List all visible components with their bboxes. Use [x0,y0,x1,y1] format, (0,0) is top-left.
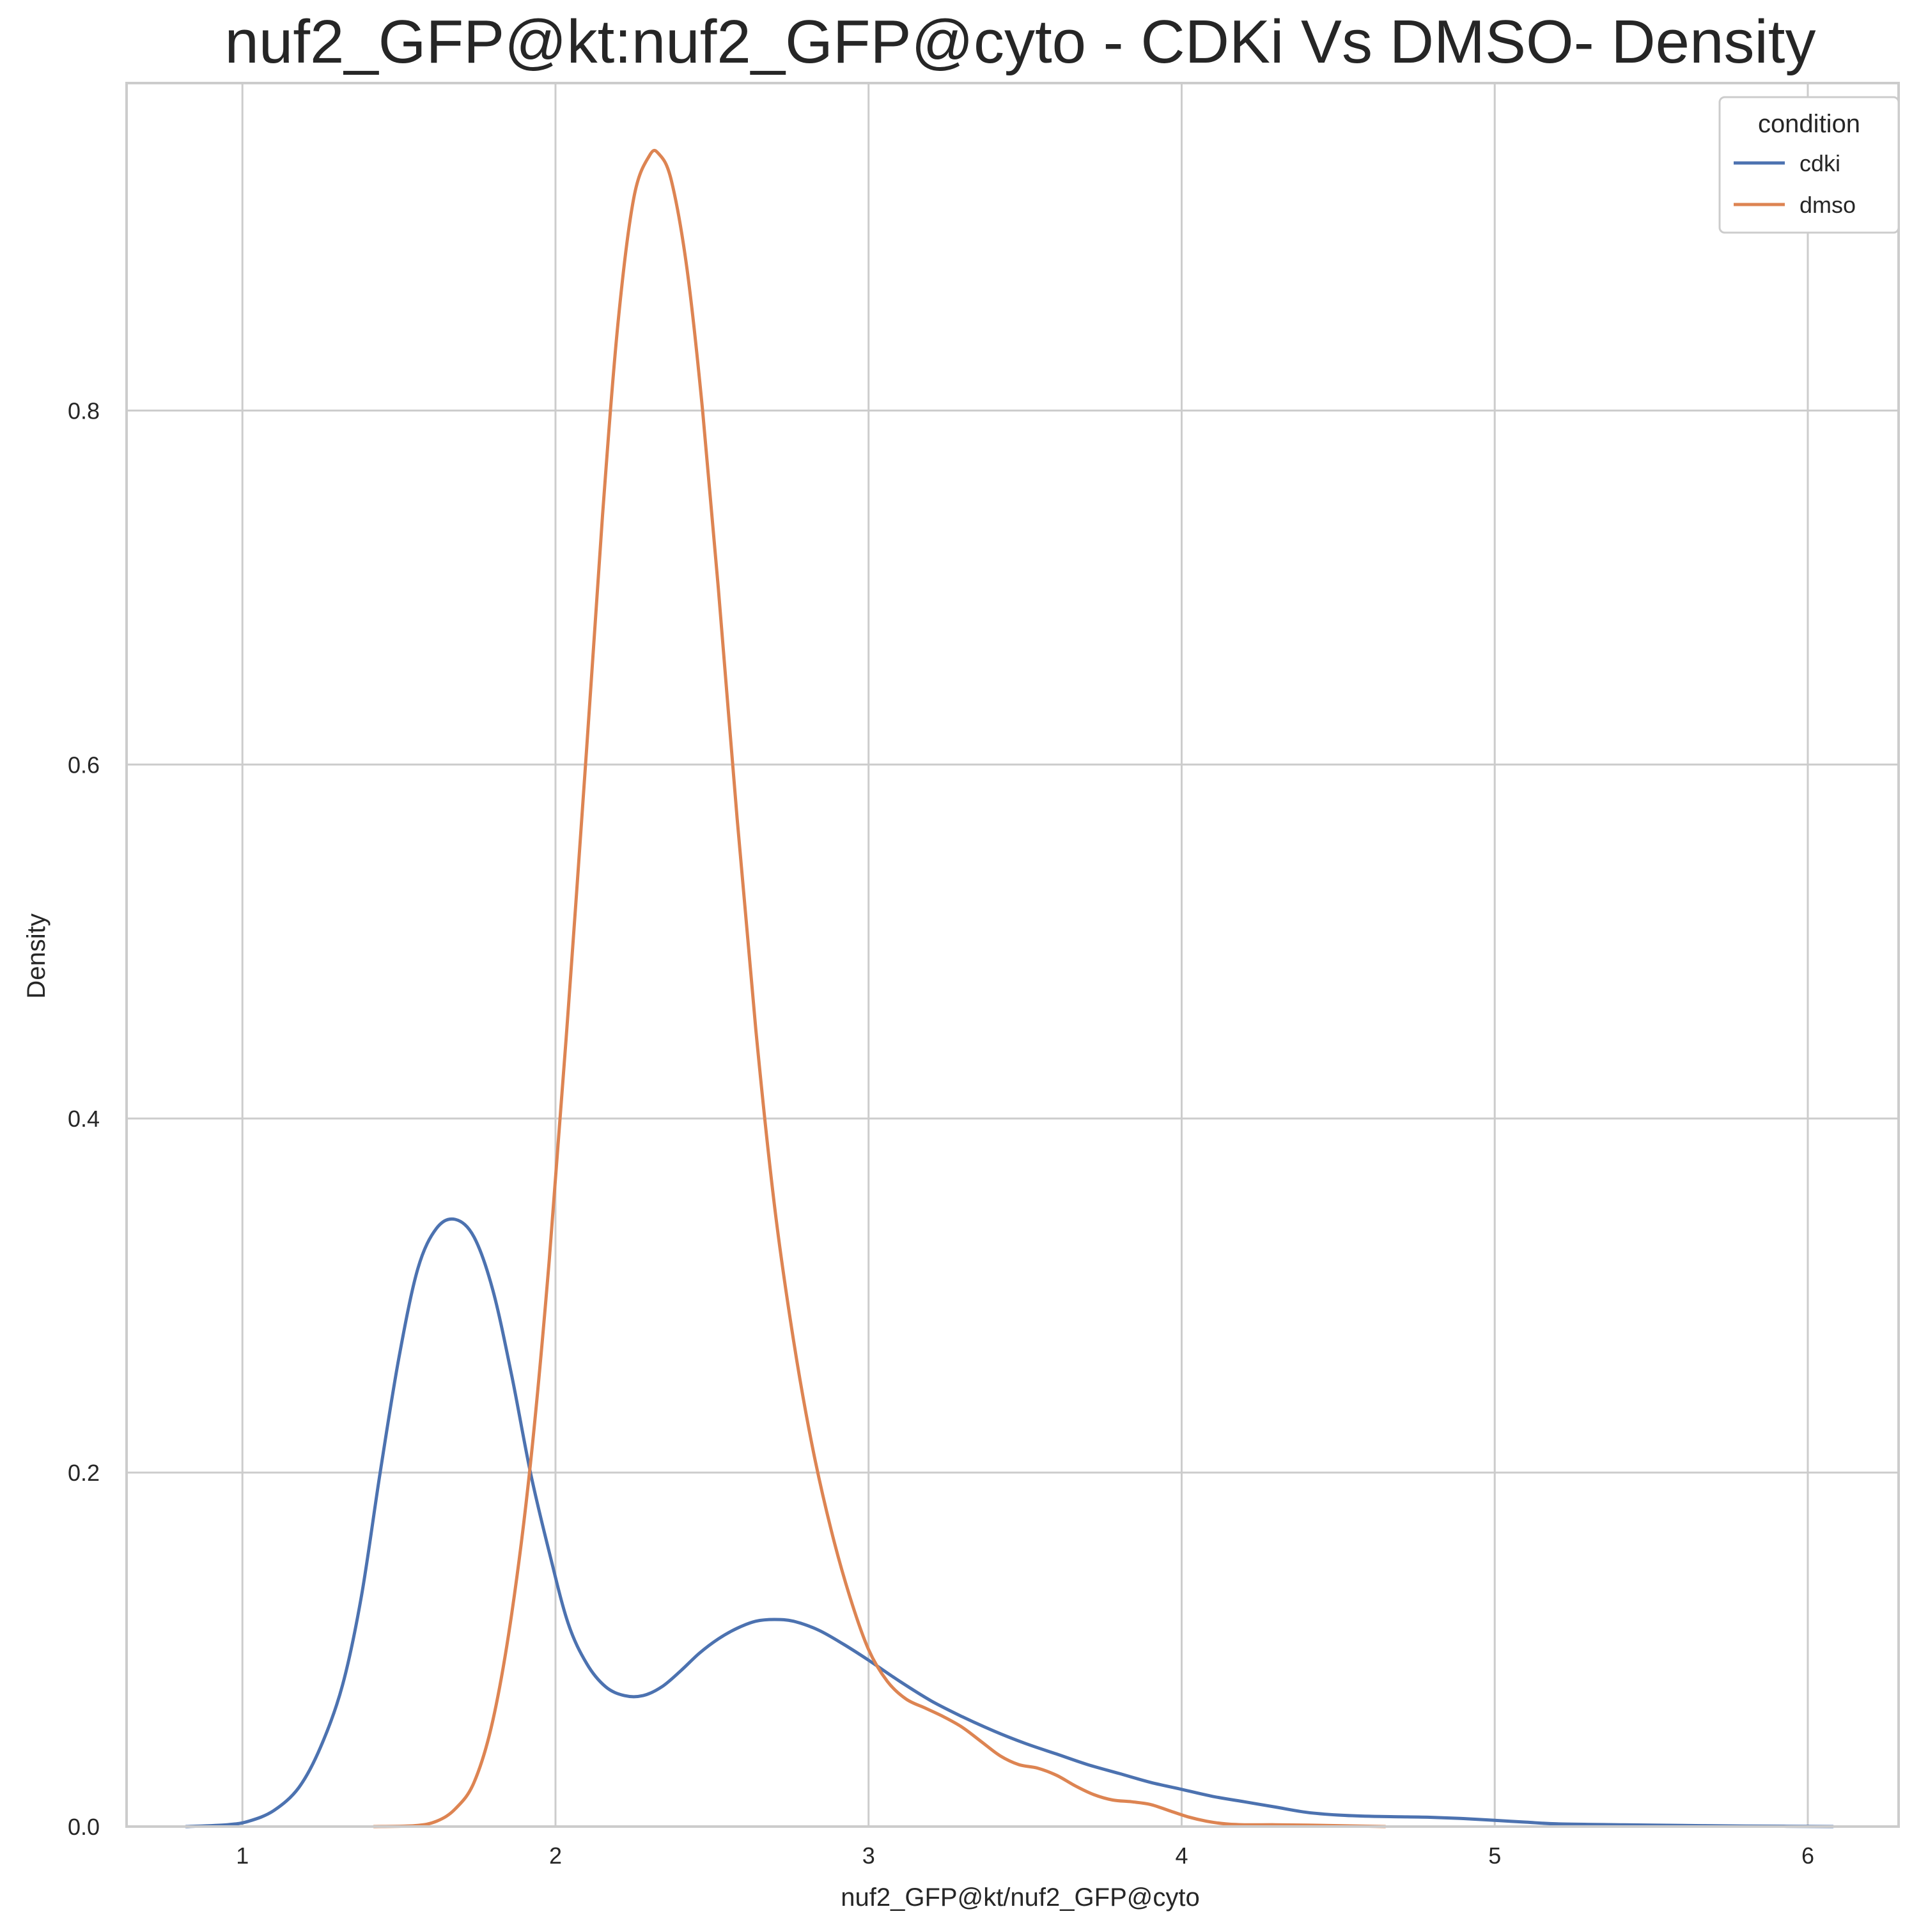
legend-label-dmso: dmso [1800,192,1856,218]
chart-title: nuf2_GFP@kt:nuf2_GFP@cyto - CDKi Vs DMSO… [225,8,1816,76]
x-tick-label: 4 [1175,1843,1188,1869]
legend-label-cdki: cdki [1800,150,1840,176]
tick-layer: 1 2 3 4 5 6 0.0 0.2 0.4 0.6 0.8 [68,398,1814,1869]
series-line-dmso [372,148,1387,1828]
y-tick-label: 0.4 [68,1106,100,1132]
legend: condition cdki dmso [1718,96,1900,234]
x-tick-label: 5 [1488,1843,1501,1869]
series-line-cdki [184,1217,1835,1828]
x-axis-label: nuf2_GFP@kt/nuf2_GFP@cyto [841,1883,1199,1912]
y-tick-label: 0.8 [68,398,100,424]
y-tick-label: 0.2 [68,1460,100,1486]
legend-title: condition [1758,110,1860,138]
x-tick-label: 3 [862,1843,875,1869]
x-tick-label: 6 [1801,1843,1814,1869]
series-layer [184,148,1835,1828]
grid-layer [127,83,1899,1828]
plot-frame [125,82,1900,1828]
y-tick-label: 0.0 [68,1814,100,1840]
y-axis-label: Density [22,913,51,998]
legend-box [1718,96,1900,234]
y-tick-label: 0.6 [68,752,100,778]
x-tick-label: 2 [549,1843,562,1869]
x-tick-label: 1 [236,1843,249,1869]
